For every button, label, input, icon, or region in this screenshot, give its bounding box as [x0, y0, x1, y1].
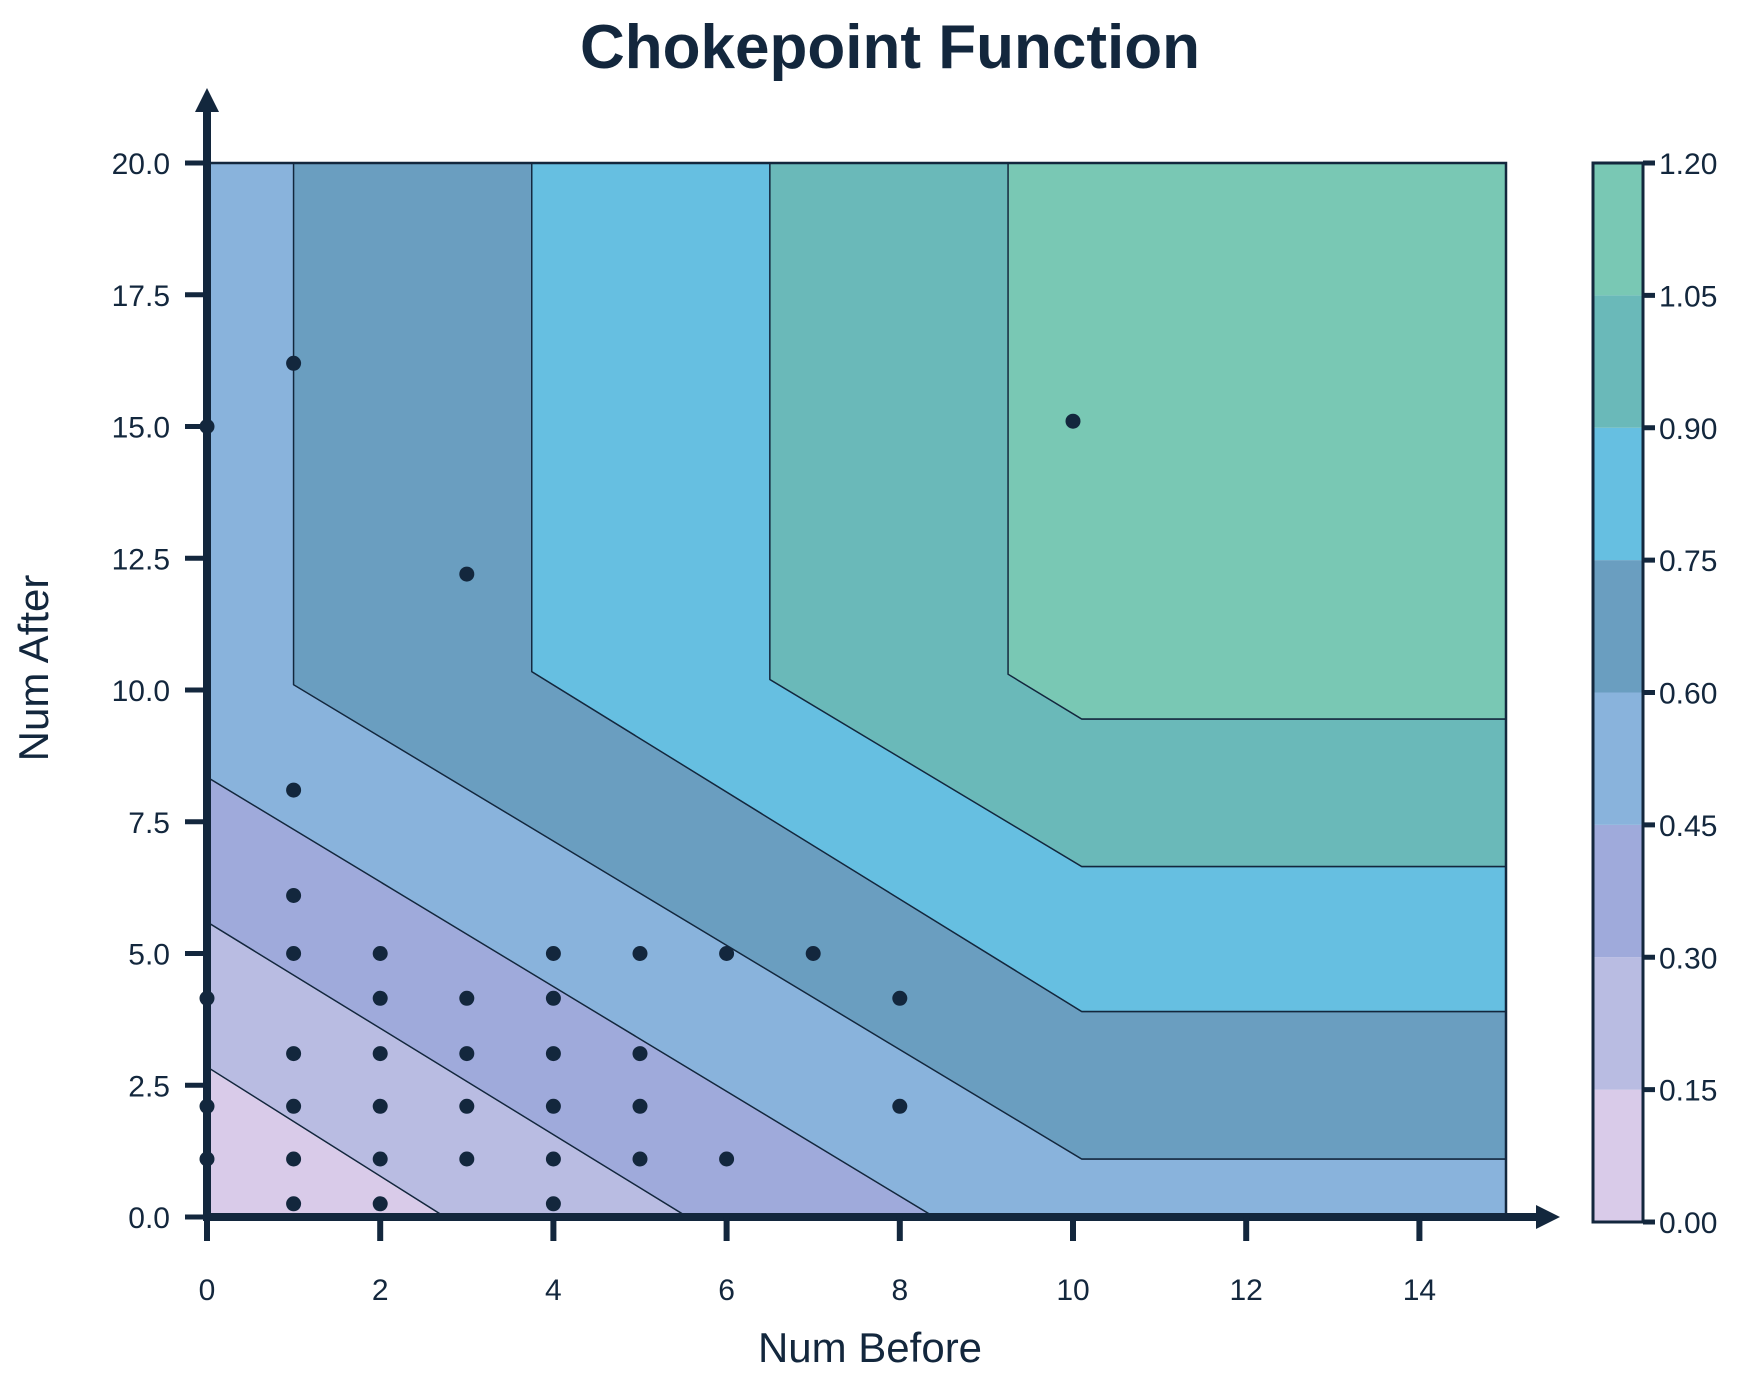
- y-axis-label: Num After: [10, 575, 57, 762]
- x-tick-label: 10: [1056, 1274, 1089, 1307]
- y-axis-arrow: [195, 88, 219, 112]
- scatter-point: [632, 1098, 648, 1114]
- scatter-point: [892, 990, 908, 1006]
- colorbar-tick-label: 0.60: [1659, 678, 1717, 711]
- colorbar-tick-label: 0.45: [1659, 810, 1717, 843]
- scatter-point: [372, 946, 388, 961]
- colorbar-tick-label: 0.15: [1659, 1075, 1717, 1108]
- y-tick-label: 17.5: [112, 280, 170, 313]
- y-tick-label: 2.5: [128, 1070, 170, 1103]
- scatter-point: [1065, 413, 1081, 429]
- y-tick-label: 15.0: [112, 412, 170, 445]
- colorbar-segment: [1593, 163, 1643, 296]
- colorbar-segment: [1593, 427, 1643, 561]
- y-tick-label: 10.0: [112, 675, 170, 708]
- scatter-point: [545, 1196, 561, 1212]
- scatter-point: [372, 1196, 388, 1212]
- scatter-point: [459, 566, 475, 582]
- x-tick-label: 6: [718, 1274, 735, 1307]
- scatter-point: [459, 1046, 475, 1062]
- colorbar-segment: [1593, 1089, 1643, 1222]
- colorbar-segment: [1593, 824, 1643, 958]
- scatter-point: [632, 1046, 648, 1062]
- x-tick-label: 12: [1230, 1274, 1263, 1307]
- scatter-point: [545, 990, 561, 1006]
- scatter-point: [632, 946, 648, 961]
- x-tick-label: 8: [891, 1274, 908, 1307]
- scatter-point: [892, 1098, 908, 1114]
- scatter-point: [286, 355, 302, 371]
- colorbar-tick-label: 1.05: [1659, 280, 1717, 313]
- y-tick-label: 20.0: [112, 148, 170, 181]
- scatter-point: [805, 946, 821, 961]
- scatter-point: [545, 1046, 561, 1062]
- scatter-point: [372, 1046, 388, 1062]
- scatter-point: [286, 1098, 302, 1114]
- scatter-point: [545, 1098, 561, 1114]
- colorbar-tick-label: 0.75: [1659, 545, 1717, 578]
- colorbar-tick-label: 1.20: [1659, 148, 1717, 181]
- scatter-point: [286, 782, 302, 798]
- contour-band-7: [1007, 162, 1507, 720]
- scatter-point: [286, 1151, 302, 1167]
- y-tick-label: 0.0: [128, 1202, 170, 1235]
- scatter-point: [286, 1196, 302, 1212]
- scatter-point: [286, 946, 302, 961]
- colorbar-tick-label: 0.90: [1659, 413, 1717, 446]
- x-axis-arrow: [1536, 1205, 1560, 1229]
- y-tick-label: 7.5: [128, 807, 170, 840]
- x-axis-label: Num Before: [758, 1324, 982, 1371]
- contour-bands: [206, 162, 1507, 1218]
- scatter-point: [286, 1046, 302, 1062]
- x-tick-label: 14: [1403, 1274, 1436, 1307]
- colorbar-segment: [1593, 295, 1643, 428]
- scatter-point: [286, 888, 302, 903]
- colorbar-segment: [1593, 692, 1643, 825]
- scatter-point: [372, 1098, 388, 1114]
- axes: 0 2 4 6 8 10 12 14 0.0 2.5 5.0 7.5 10.0 12.5 15.0 17.5 2…: [112, 88, 1560, 1307]
- chart-title: Chokepoint Function: [580, 13, 1200, 82]
- colorbar-tick-label: 0.00: [1659, 1207, 1717, 1240]
- colorbar-segment: [1593, 957, 1643, 1090]
- y-tick-label: 5.0: [128, 939, 170, 972]
- scatter-point: [372, 1151, 388, 1167]
- scatter-point: [459, 1098, 475, 1114]
- scatter-point: [545, 946, 561, 961]
- colorbar: 0.00 0.15 0.30 0.45 0.60 0.75 0.90 1.05 1.20: [1591, 148, 1717, 1240]
- scatter-point: [459, 990, 475, 1006]
- x-tick-label: 0: [199, 1274, 216, 1307]
- y-tick-label: 12.5: [112, 543, 170, 576]
- scatter-point: [719, 946, 735, 961]
- scatter-point: [372, 990, 388, 1006]
- scatter-point: [459, 1151, 475, 1167]
- colorbar-segment: [1593, 560, 1643, 693]
- colorbar-tick-label: 0.30: [1659, 942, 1717, 975]
- x-tick-label: 2: [372, 1274, 389, 1307]
- scatter-point: [545, 1151, 561, 1167]
- scatter-point: [719, 1151, 735, 1167]
- x-tick-label: 4: [545, 1274, 562, 1307]
- scatter-point: [632, 1151, 648, 1167]
